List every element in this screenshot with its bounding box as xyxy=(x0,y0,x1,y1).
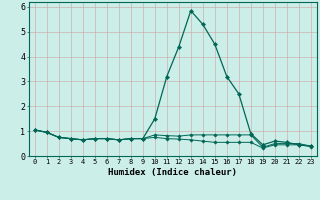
X-axis label: Humidex (Indice chaleur): Humidex (Indice chaleur) xyxy=(108,168,237,177)
